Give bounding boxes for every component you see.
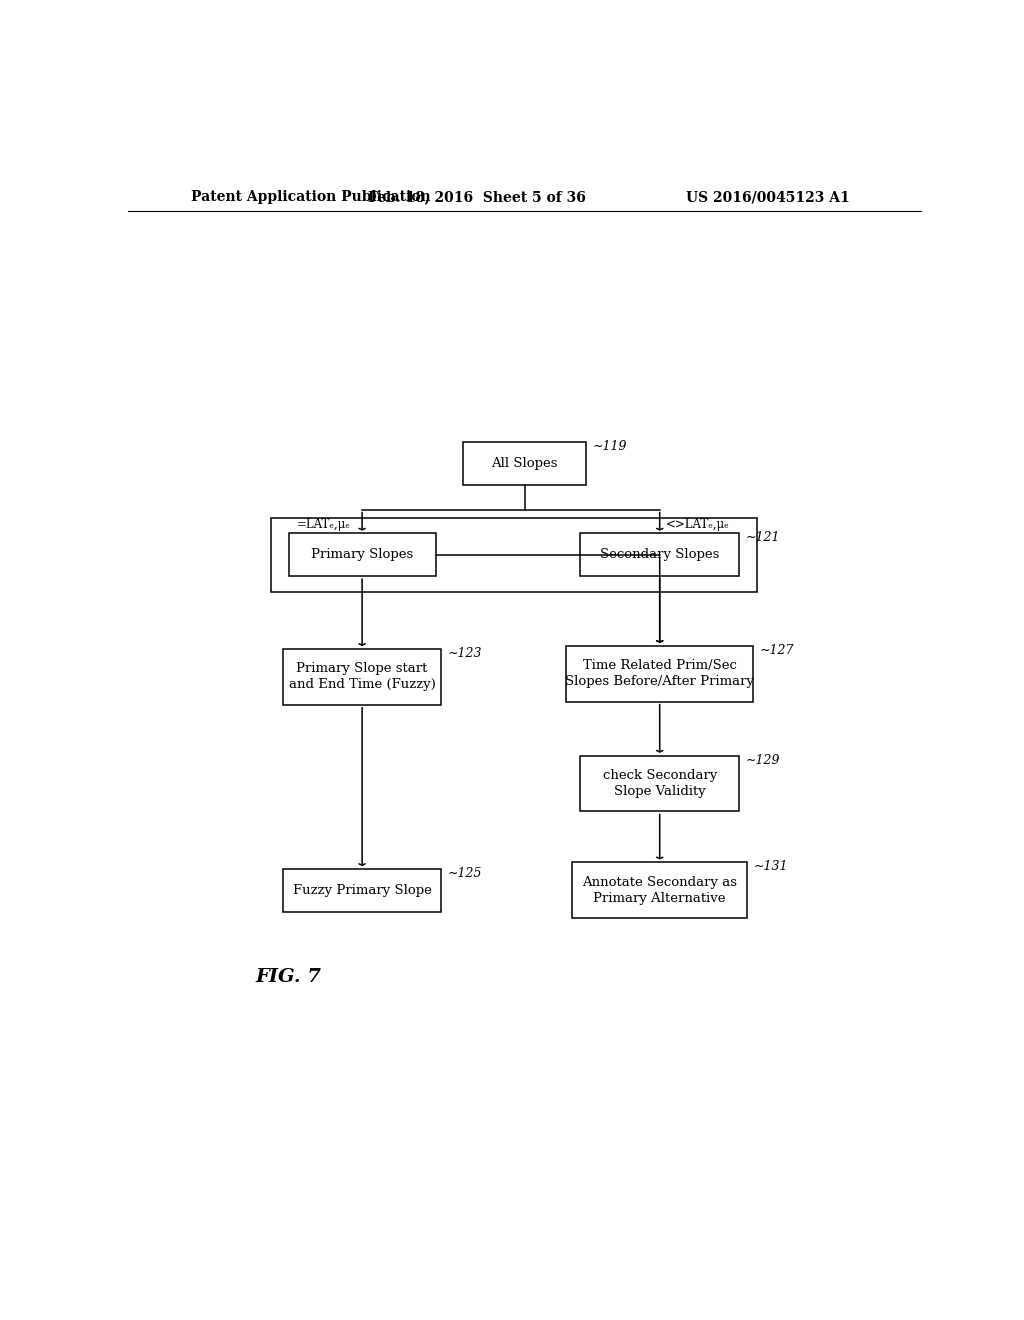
FancyBboxPatch shape	[271, 517, 757, 591]
Text: Secondary Slopes: Secondary Slopes	[600, 548, 720, 561]
Text: ∼129: ∼129	[745, 754, 780, 767]
FancyBboxPatch shape	[581, 533, 739, 576]
FancyBboxPatch shape	[463, 442, 587, 484]
FancyBboxPatch shape	[572, 862, 748, 919]
Text: FIG. 7: FIG. 7	[255, 968, 321, 986]
Text: =LATₑ,μₑ: =LATₑ,μₑ	[297, 517, 350, 531]
Text: ∼119: ∼119	[593, 440, 627, 453]
Text: Feb. 18, 2016  Sheet 5 of 36: Feb. 18, 2016 Sheet 5 of 36	[369, 190, 586, 205]
Text: Primary Slope start
and End Time (Fuzzy): Primary Slope start and End Time (Fuzzy)	[289, 663, 435, 692]
FancyBboxPatch shape	[566, 645, 753, 702]
Text: ∼121: ∼121	[745, 532, 780, 544]
Text: ∼123: ∼123	[447, 647, 482, 660]
Text: ∼127: ∼127	[760, 644, 794, 657]
Text: US 2016/0045123 A1: US 2016/0045123 A1	[686, 190, 850, 205]
Text: <>LATₑ,μₑ: <>LATₑ,μₑ	[666, 517, 730, 531]
Text: Time Related Prim/Sec
Slopes Before/After Primary: Time Related Prim/Sec Slopes Before/Afte…	[565, 659, 755, 688]
Text: All Slopes: All Slopes	[492, 457, 558, 470]
Text: check Secondary
Slope Validity: check Secondary Slope Validity	[602, 770, 717, 799]
Text: Primary Slopes: Primary Slopes	[311, 548, 414, 561]
FancyBboxPatch shape	[581, 755, 739, 812]
FancyBboxPatch shape	[283, 869, 441, 912]
Text: Patent Application Publication: Patent Application Publication	[191, 190, 431, 205]
FancyBboxPatch shape	[283, 649, 441, 705]
Text: Annotate Secondary as
Primary Alternative: Annotate Secondary as Primary Alternativ…	[583, 875, 737, 904]
Text: ∼131: ∼131	[754, 861, 787, 874]
FancyBboxPatch shape	[289, 533, 435, 576]
Text: Fuzzy Primary Slope: Fuzzy Primary Slope	[293, 883, 431, 896]
Text: ∼125: ∼125	[447, 867, 482, 880]
